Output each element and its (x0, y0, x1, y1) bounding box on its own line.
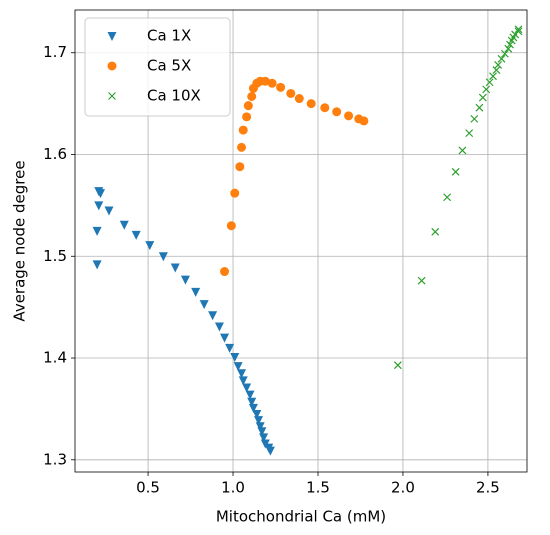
point (465, 129, 474, 138)
point (506, 40, 514, 49)
point (260, 76, 270, 86)
point (119, 220, 129, 230)
point (145, 241, 155, 251)
plot-frame (74, 9, 528, 473)
y-tick-label: 1.4 (43, 349, 67, 367)
point (191, 287, 201, 297)
point (92, 260, 102, 270)
point (259, 433, 269, 443)
point (235, 162, 245, 172)
point (451, 167, 460, 176)
point (233, 362, 243, 372)
point (494, 61, 503, 69)
point (95, 189, 105, 199)
point (443, 193, 452, 202)
point (199, 300, 209, 310)
point (514, 27, 523, 36)
point (485, 78, 494, 87)
legend-label: Ca 1X (147, 27, 191, 45)
point (489, 72, 497, 81)
point (180, 275, 190, 285)
point (306, 99, 316, 109)
point (247, 397, 257, 407)
x-tick-label: 2.0 (391, 479, 415, 497)
point (220, 267, 230, 277)
point (170, 263, 180, 273)
point (208, 311, 218, 321)
point (254, 416, 264, 426)
point (470, 114, 479, 123)
point (267, 78, 277, 88)
point (158, 252, 168, 262)
y-tick-label: 1.3 (43, 450, 67, 468)
point (245, 390, 255, 400)
point (417, 276, 426, 285)
x-axis-label: Mitochondrial Ca (mM) (216, 508, 386, 526)
point (478, 93, 487, 102)
point (230, 353, 240, 363)
point (332, 107, 342, 117)
x-tick-label: 0.5 (136, 479, 160, 497)
point (238, 376, 248, 386)
point (497, 54, 506, 63)
point (243, 101, 253, 111)
legend-label: Ca 10X (147, 87, 201, 105)
point (492, 66, 501, 74)
point (94, 201, 104, 211)
point (514, 25, 523, 34)
point (131, 230, 141, 240)
point (255, 422, 265, 432)
point (257, 427, 267, 437)
x-tick-label: 1.5 (306, 479, 330, 497)
point (500, 49, 509, 58)
legend-marker (107, 32, 117, 41)
point (225, 343, 235, 353)
point (286, 88, 296, 98)
point (237, 369, 247, 379)
point (458, 146, 467, 155)
point (252, 409, 262, 419)
legend-label: Ca 5X (147, 57, 191, 75)
point (238, 125, 248, 135)
point (230, 188, 240, 198)
point (104, 206, 114, 216)
point (92, 226, 102, 236)
point (242, 112, 252, 122)
point (431, 227, 440, 236)
legend-marker (107, 61, 117, 71)
point (237, 142, 247, 152)
point (265, 446, 275, 456)
point (475, 103, 484, 112)
y-tick-label: 1.6 (43, 145, 67, 163)
point (276, 82, 286, 92)
y-tick-label: 1.5 (43, 247, 67, 265)
point (247, 91, 257, 101)
point (504, 44, 513, 53)
x-tick-label: 2.5 (476, 479, 500, 497)
point (214, 322, 224, 332)
point (359, 116, 369, 126)
x-tick-label: 1.0 (221, 479, 245, 497)
legend-box (84, 17, 231, 117)
y-axis-label: Average node degree (11, 160, 29, 321)
point (226, 221, 236, 231)
point (344, 111, 354, 121)
point (393, 361, 402, 370)
point (242, 383, 252, 393)
point (220, 333, 230, 343)
point (482, 85, 491, 94)
y-tick-label: 1.7 (43, 43, 67, 61)
point (248, 403, 258, 413)
point (320, 103, 330, 113)
point (294, 94, 304, 104)
legend-marker (108, 92, 116, 100)
